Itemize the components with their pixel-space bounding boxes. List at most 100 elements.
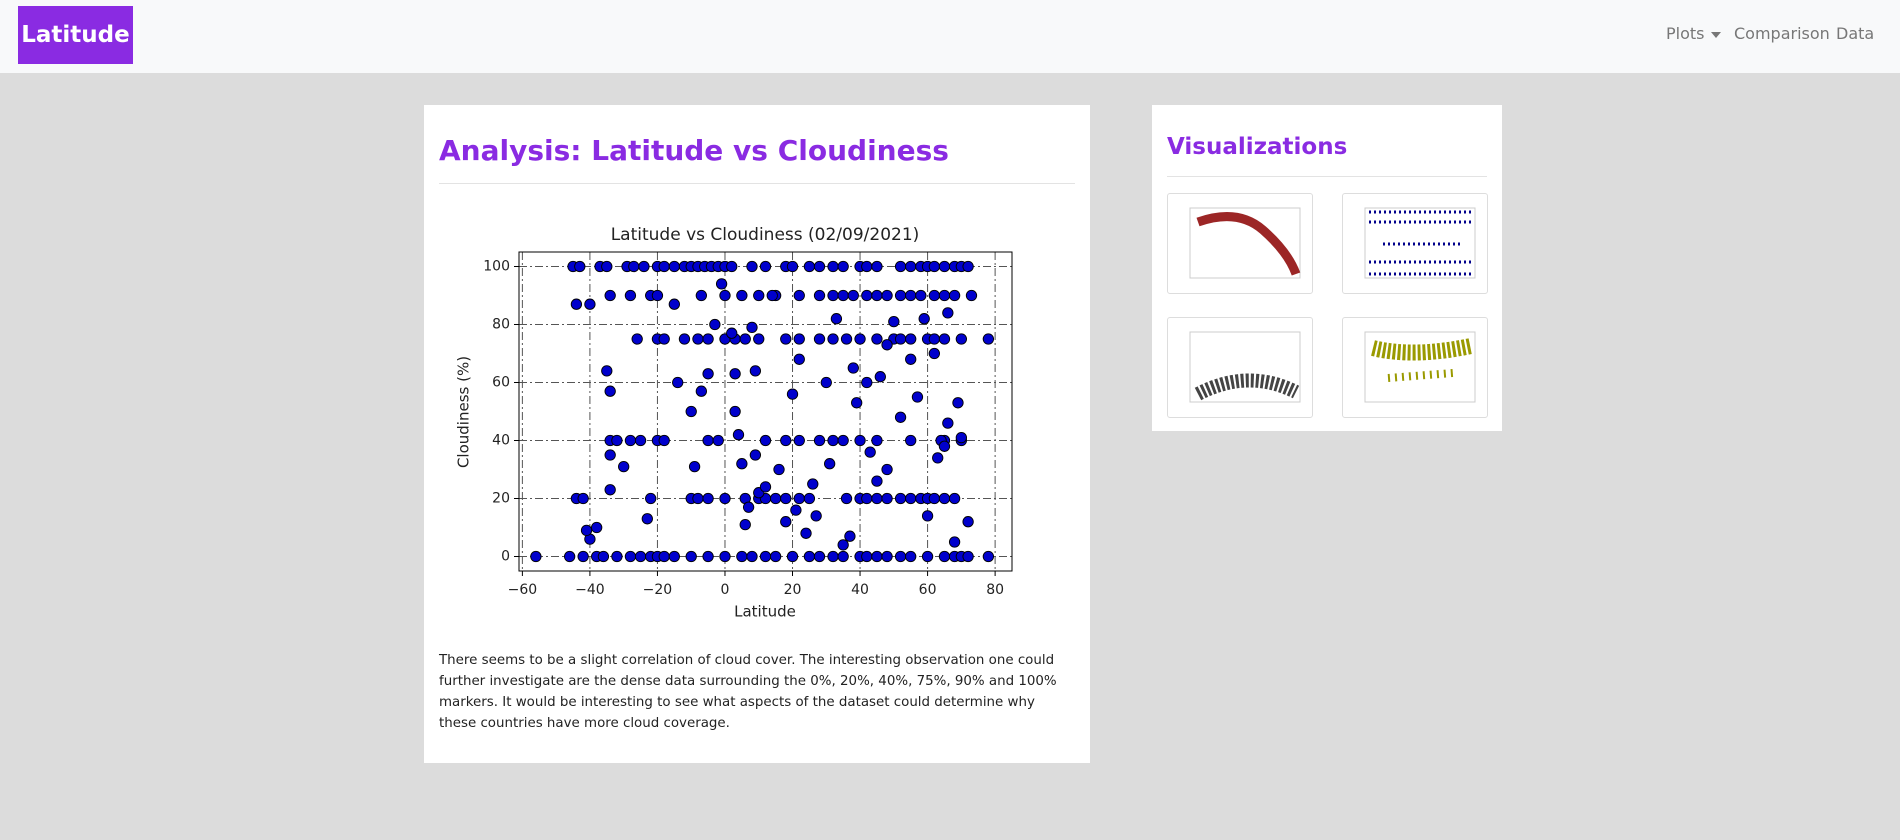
- point: [942, 307, 954, 319]
- point: [938, 440, 951, 452]
- point: [942, 417, 954, 429]
- point: [597, 550, 610, 563]
- point: [624, 550, 637, 563]
- nav-comparison[interactable]: Comparison: [1734, 24, 1830, 43]
- point: [871, 333, 883, 345]
- point: [702, 550, 714, 563]
- nav-data[interactable]: Data: [1836, 24, 1875, 43]
- point: [624, 434, 637, 447]
- point: [624, 289, 637, 302]
- point: [726, 260, 738, 273]
- point: [742, 501, 755, 513]
- point: [793, 353, 805, 365]
- point: [810, 510, 822, 522]
- point: [962, 260, 974, 273]
- point: [881, 339, 893, 351]
- point: [715, 278, 728, 290]
- point: [668, 260, 680, 273]
- point: [837, 289, 849, 302]
- chart-title: Latitude vs Cloudiness (02/09/2021): [611, 225, 920, 245]
- point: [786, 388, 799, 400]
- point: [780, 516, 792, 528]
- point: [955, 333, 967, 345]
- point: [736, 458, 748, 470]
- point: [827, 260, 839, 273]
- point: [611, 434, 623, 447]
- point: [759, 260, 772, 273]
- point: [658, 434, 670, 447]
- point: [813, 434, 826, 447]
- point: [790, 504, 802, 516]
- point: [570, 298, 583, 310]
- point: [871, 260, 883, 273]
- point: [915, 289, 927, 302]
- point: [938, 260, 951, 273]
- point: [813, 333, 826, 345]
- point: [574, 260, 586, 273]
- point: [982, 333, 995, 345]
- point: [530, 550, 542, 563]
- point: [702, 492, 714, 505]
- point: [948, 536, 961, 548]
- point: [702, 434, 714, 447]
- point: [601, 260, 613, 273]
- point: [800, 527, 812, 539]
- point: [861, 550, 873, 563]
- point: [786, 260, 799, 273]
- divider: [439, 183, 1075, 184]
- point: [874, 371, 886, 383]
- point: [692, 333, 704, 345]
- point: [729, 368, 741, 380]
- point: [736, 550, 748, 563]
- point: [577, 492, 589, 505]
- point: [837, 260, 849, 273]
- point: [871, 289, 883, 302]
- point: [861, 289, 873, 302]
- point: [911, 391, 924, 403]
- point: [584, 298, 596, 310]
- x-tick-label: −60: [508, 582, 538, 598]
- point: [759, 434, 772, 447]
- point: [905, 492, 917, 505]
- x-tick-label: −40: [575, 582, 605, 598]
- point: [709, 318, 721, 331]
- point: [749, 365, 762, 377]
- thumbnail[interactable]: [1342, 193, 1488, 294]
- y-axis-label: Cloudiness (%): [455, 356, 473, 468]
- point: [645, 492, 657, 505]
- point: [851, 397, 863, 409]
- point: [695, 289, 707, 302]
- point: [604, 484, 616, 496]
- point: [820, 376, 832, 389]
- point: [830, 313, 843, 325]
- point: [894, 333, 907, 345]
- x-tick-label: −20: [643, 582, 673, 598]
- thumb-image: [1364, 207, 1476, 279]
- point: [813, 260, 826, 273]
- point: [793, 289, 805, 302]
- thumbnail[interactable]: [1342, 317, 1488, 418]
- point: [840, 492, 853, 505]
- point: [881, 289, 893, 302]
- nav-plots[interactable]: Plots: [1666, 24, 1721, 43]
- brand[interactable]: Latitude: [18, 6, 133, 64]
- point: [905, 260, 917, 273]
- point: [658, 260, 670, 273]
- point: [871, 550, 883, 563]
- point: [871, 492, 883, 505]
- point: [894, 289, 907, 302]
- thumbnail[interactable]: [1167, 193, 1313, 294]
- point: [948, 289, 961, 302]
- point: [803, 260, 816, 273]
- point: [928, 333, 940, 345]
- point: [888, 315, 900, 328]
- point: [685, 405, 697, 418]
- point: [719, 289, 731, 302]
- point: [695, 385, 707, 397]
- thumbnail[interactable]: [1167, 317, 1313, 418]
- point: [881, 550, 893, 563]
- point: [840, 333, 853, 345]
- point: [952, 397, 964, 409]
- point: [962, 516, 974, 528]
